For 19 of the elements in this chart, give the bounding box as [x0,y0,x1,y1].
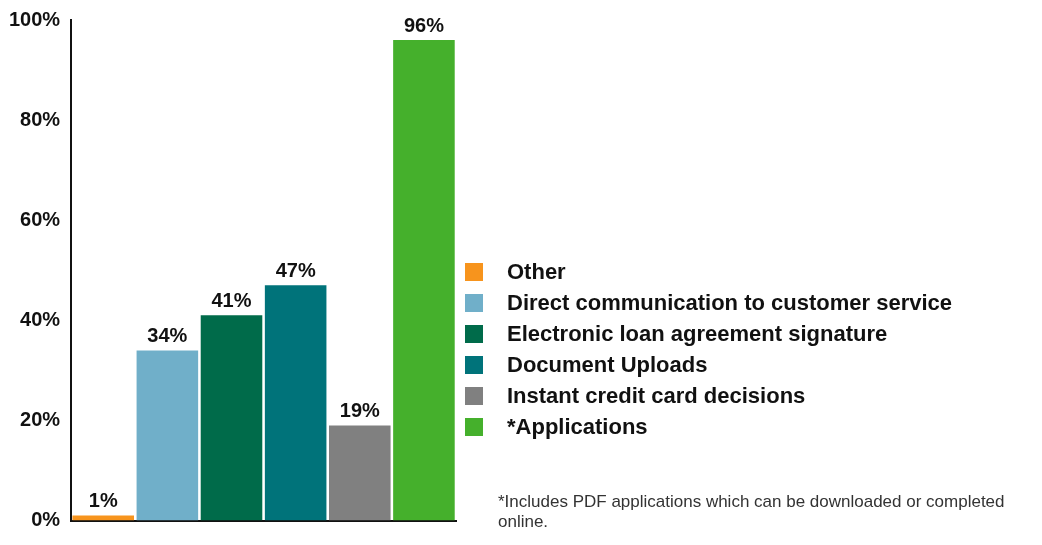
y-tick-label: 0% [31,508,61,531]
data-label: 47% [275,258,316,281]
legend-label: Electronic loan agreement signature [507,320,888,347]
y-tick-label: 40% [20,307,61,330]
legend-label: Instant credit card decisions [507,382,806,409]
data-label: 96% [403,13,445,36]
data-label: 1% [88,489,118,512]
data-label: 34% [147,323,188,346]
y-tick-label: 80% [20,107,61,130]
data-label: 19% [339,399,381,421]
text: *Includes PDF applications which can be downloaded or completed online. [498,492,1006,532]
legend-label: Document Uploads [507,351,708,378]
data-label: 41% [211,288,252,311]
y-tick-label: 20% [20,408,61,430]
legend-label: Other [507,258,566,285]
legend-label: *Applications [507,413,648,440]
legend-label: Direct communication to customer service [507,289,953,316]
y-tick-label: 100% [9,7,61,30]
y-tick-label: 60% [20,207,61,230]
